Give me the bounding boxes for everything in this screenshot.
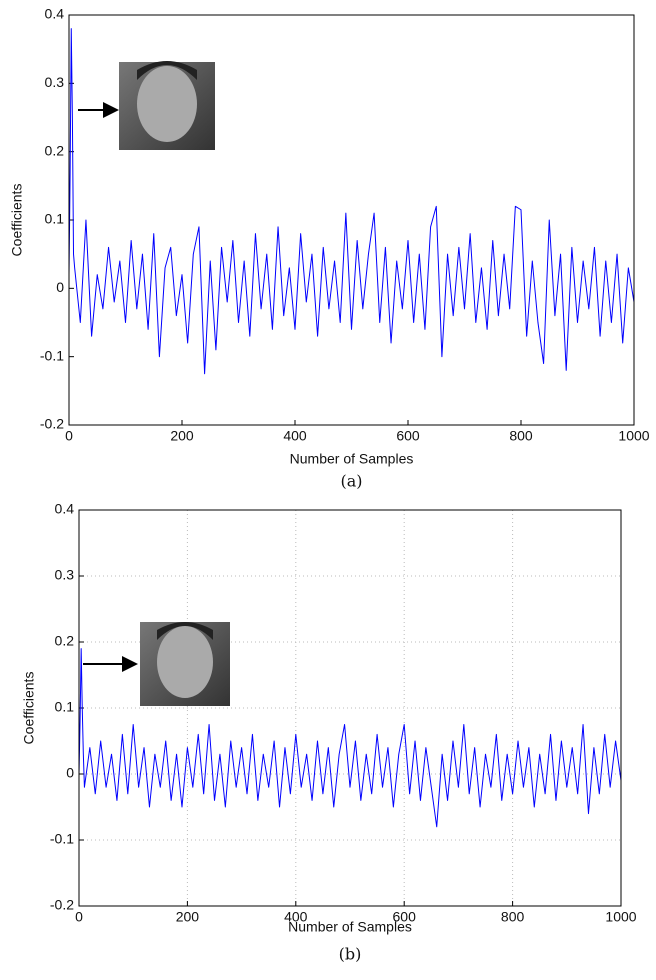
- x-axis-label: Number of Samples: [290, 451, 414, 467]
- x-tick-label: 1000: [605, 909, 636, 925]
- y-tick-label: 0: [66, 765, 74, 781]
- y-tick-label: 0.3: [55, 567, 75, 583]
- x-tick-label: 600: [393, 909, 417, 925]
- y-tick-label: 0.2: [45, 142, 65, 158]
- face-image-b: [83, 622, 230, 706]
- x-tick-label: 1000: [618, 428, 649, 444]
- y-tick-label: 0.1: [55, 699, 75, 715]
- subplot-b: -0.2 -0.1 0 0.1 0.2 0.3 0.4 0 200 400 600 800 1000 Nu…: [21, 501, 637, 964]
- y-tick-label: -0.1: [50, 831, 74, 847]
- caption: (a): [340, 472, 362, 491]
- data-line: [68, 28, 635, 375]
- x-tick-label: 200: [176, 909, 200, 925]
- plot-frame: [78, 509, 622, 907]
- y-axis-label: Coefficients: [9, 184, 25, 257]
- y-tick-label: 0.2: [55, 633, 75, 649]
- x-tick-label: 600: [396, 428, 420, 444]
- plot-area: [79, 510, 621, 906]
- x-tick-label: 0: [65, 428, 73, 444]
- x-tick-label: 800: [501, 909, 525, 925]
- data-line: [78, 648, 622, 828]
- y-tick-label: 0.4: [45, 6, 65, 22]
- y-tick-label: 0: [56, 279, 64, 295]
- plot-frame: [68, 14, 635, 426]
- caption: (b): [339, 945, 362, 964]
- y-tick-label: 0.4: [55, 501, 75, 517]
- y-tick-label: -0.1: [40, 347, 64, 363]
- x-tick-label: 0: [75, 909, 83, 925]
- x-tick-label: 200: [170, 428, 194, 444]
- x-tick-label: 800: [509, 428, 533, 444]
- y-tick-label: -0.2: [40, 416, 64, 432]
- y-tick-label: 0.3: [45, 74, 65, 90]
- face-image-a: [78, 61, 215, 150]
- y-tick-label: 0.1: [45, 211, 65, 227]
- subplot-a: -0.2 -0.1 0 0.1 0.2 0.3 0.4 0 200 400 600 800 1000 Nu…: [9, 6, 650, 491]
- x-axis-label: Number of Samples: [288, 919, 412, 935]
- y-axis-label: Coefficients: [21, 672, 37, 745]
- y-tick-label: -0.2: [50, 897, 74, 913]
- x-tick-label: 400: [284, 909, 308, 925]
- x-tick-label: 400: [283, 428, 307, 444]
